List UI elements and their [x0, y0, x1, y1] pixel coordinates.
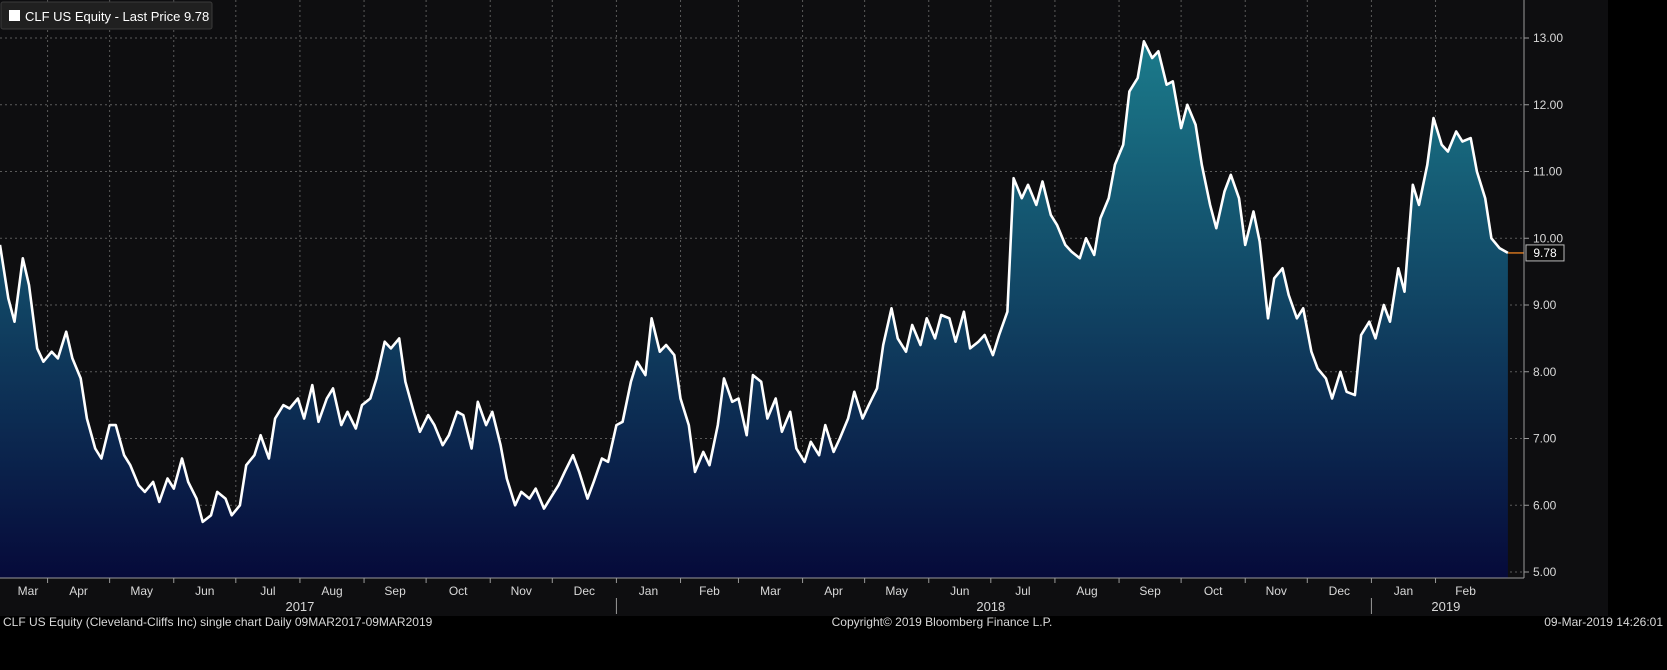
last-price-indicator: 9.78 — [1507, 244, 1565, 262]
x-month-label: Jun — [950, 584, 969, 598]
y-tick-label: 6.00 — [1533, 498, 1557, 512]
y-tick-label: 10.00 — [1533, 231, 1563, 245]
x-month-label: Apr — [824, 584, 843, 598]
x-month-label: Nov — [511, 584, 532, 598]
legend-box — [0, 1, 213, 30]
x-month-label: Mar — [760, 584, 781, 598]
legend-swatch — [9, 10, 20, 21]
x-month-label: Mar — [18, 584, 39, 598]
y-tick-label: 9.00 — [1533, 298, 1557, 312]
legend: CLF US Equity - Last Price 9.78 — [0, 1, 213, 30]
x-month-label: Jul — [1015, 584, 1030, 598]
x-month-label: Oct — [449, 584, 468, 598]
x-month-label: May — [130, 584, 153, 598]
footer: CLF US Equity (Cleveland-Cliffs Inc) sin… — [3, 615, 1663, 629]
x-month-label: Jun — [195, 584, 214, 598]
x-month-label: Feb — [699, 584, 720, 598]
x-month-label: Apr — [69, 584, 88, 598]
x-month-label: Dec — [1329, 584, 1350, 598]
x-month-label: May — [885, 584, 908, 598]
x-year-label: 2017 — [285, 599, 314, 614]
footer-left: CLF US Equity (Cleveland-Cliffs Inc) sin… — [3, 615, 433, 629]
x-axis: Mar Apr May Jun Jul Aug Sep Oct Nov Dec Jan Feb Mar A… — [0, 577, 1524, 614]
footer-copyright: Copyright© 2019 Bloomberg Finance L.P. — [832, 615, 1053, 629]
x-month-label: Sep — [1139, 584, 1161, 598]
x-month-label: Jan — [1394, 584, 1413, 598]
x-month-label: Feb — [1455, 584, 1476, 598]
last-price-tag — [1525, 244, 1565, 262]
x-month-label: Jul — [260, 584, 275, 598]
x-month-label: Dec — [574, 584, 595, 598]
y-tick-label: 5.00 — [1533, 565, 1557, 579]
x-month-label: Jan — [639, 584, 658, 598]
x-year-label: 2019 — [1431, 599, 1460, 614]
footer-timestamp: 09-Mar-2019 14:26:01 — [1544, 615, 1663, 629]
y-tick-label: 7.00 — [1533, 432, 1557, 446]
last-price-label: 9.78 — [1533, 246, 1557, 260]
x-month-label: Nov — [1266, 584, 1287, 598]
price-area-fill — [0, 41, 1508, 579]
price-line — [0, 40, 1509, 524]
x-month-label: Aug — [1076, 584, 1097, 598]
x-month-label: Aug — [321, 584, 342, 598]
x-month-label: Sep — [384, 584, 406, 598]
y-tick-label: 13.00 — [1533, 31, 1563, 45]
x-year-label: 2018 — [976, 599, 1005, 614]
x-month-label: Oct — [1204, 584, 1223, 598]
legend-text: CLF US Equity - Last Price 9.78 — [25, 9, 209, 24]
y-axis: 5.00 6.00 7.00 8.00 9.00 10.00 11.00 12.00 13.00 — [1523, 0, 1563, 579]
y-tick-label: 12.00 — [1533, 98, 1563, 112]
y-tick-label: 11.00 — [1533, 165, 1562, 179]
y-tick-label: 8.00 — [1533, 365, 1557, 379]
